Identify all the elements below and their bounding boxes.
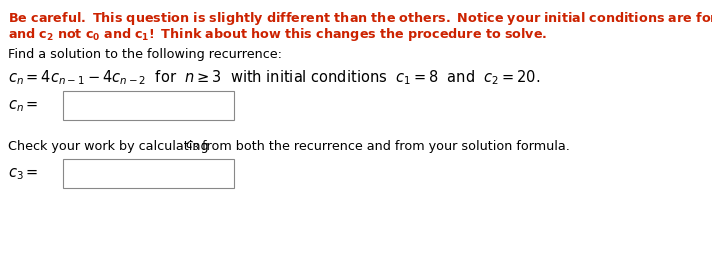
Text: $c_3 =$: $c_3 =$ bbox=[8, 166, 38, 182]
Text: Check your work by calculating: Check your work by calculating bbox=[8, 140, 213, 153]
FancyBboxPatch shape bbox=[63, 158, 234, 188]
Text: $c_n = 4c_{n-1} - 4c_{n-2}$  for  $n \geq 3$  with initial conditions  $c_1 = 8$: $c_n = 4c_{n-1} - 4c_{n-2}$ for $n \geq … bbox=[8, 68, 540, 87]
Text: $c_n =$: $c_n =$ bbox=[8, 98, 38, 114]
Text: Find a solution to the following recurrence:: Find a solution to the following recurre… bbox=[8, 48, 282, 61]
Text: from both the recurrence and from your solution formula.: from both the recurrence and from your s… bbox=[198, 140, 570, 153]
Text: $\mathbf{and}$ $\mathbf{c_2}$ $\mathbf{not}$ $\mathbf{c_0}$ $\mathbf{and}$ $\mat: $\mathbf{and}$ $\mathbf{c_2}$ $\mathbf{n… bbox=[8, 26, 548, 43]
Text: $c_3$: $c_3$ bbox=[185, 140, 199, 153]
Text: $\mathbf{Be\ careful.\ This\ question\ is\ slightly\ different\ than\ the\ other: $\mathbf{Be\ careful.\ This\ question\ i… bbox=[8, 10, 712, 27]
FancyBboxPatch shape bbox=[63, 91, 234, 120]
